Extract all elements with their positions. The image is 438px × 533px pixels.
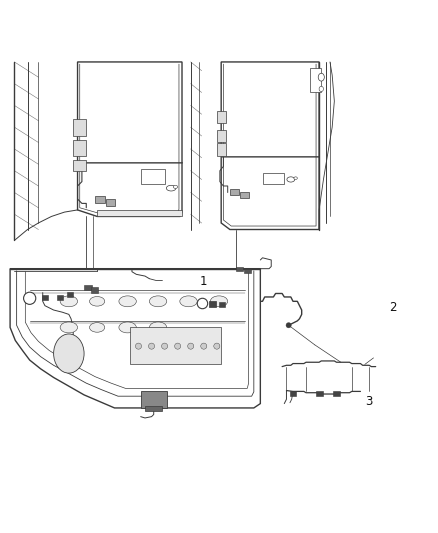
Ellipse shape [294,177,297,180]
Bar [67,292,73,297]
Ellipse shape [173,185,178,188]
Circle shape [135,343,141,349]
Circle shape [201,343,207,349]
Bar [73,118,86,136]
Bar [311,68,321,92]
Ellipse shape [319,86,323,92]
Bar [42,295,48,301]
Bar [209,301,215,306]
Ellipse shape [119,296,136,307]
Bar [130,327,221,365]
Ellipse shape [180,296,197,307]
Polygon shape [10,269,260,408]
Bar [316,391,322,396]
Bar [145,406,162,411]
Bar [91,287,99,293]
Circle shape [187,343,194,349]
Bar [217,130,226,142]
Bar [84,285,92,290]
Bar [106,199,116,206]
Bar [141,391,167,408]
Bar [73,160,86,171]
Bar [290,391,297,396]
Bar [240,192,249,198]
Circle shape [197,298,208,309]
Ellipse shape [210,296,228,307]
Polygon shape [78,62,182,216]
Bar [230,189,239,195]
Circle shape [286,322,291,328]
Ellipse shape [318,73,324,81]
Text: 1: 1 [199,275,207,288]
Ellipse shape [149,322,167,333]
Circle shape [162,343,168,349]
Circle shape [214,343,220,349]
Circle shape [148,343,155,349]
Ellipse shape [89,296,105,306]
Bar [262,173,284,184]
Bar [244,269,251,273]
Bar [333,391,340,396]
Bar [217,111,226,123]
Circle shape [24,292,36,304]
Circle shape [175,343,181,349]
Bar [237,266,243,271]
Bar [95,197,105,204]
Ellipse shape [119,322,136,333]
Ellipse shape [287,177,295,182]
Ellipse shape [166,185,176,191]
Ellipse shape [60,322,78,333]
Bar [73,140,86,156]
Polygon shape [221,62,319,230]
Ellipse shape [53,334,84,373]
Ellipse shape [149,296,167,307]
Ellipse shape [60,296,78,307]
Bar [219,302,225,306]
Text: 3: 3 [365,395,372,408]
Bar [217,143,226,156]
Ellipse shape [89,322,105,332]
Polygon shape [97,210,182,216]
Bar [141,168,165,184]
Bar [57,295,63,301]
Text: 2: 2 [389,301,396,314]
